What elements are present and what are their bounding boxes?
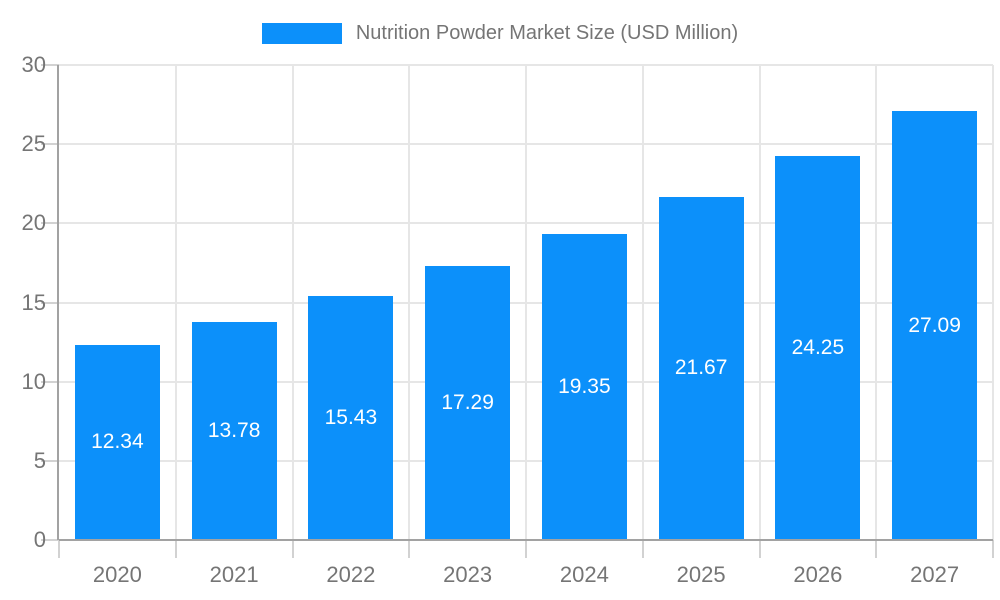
x-gridline <box>992 65 994 540</box>
bar-value-label: 15.43 <box>324 405 378 429</box>
bar-value-label: 24.25 <box>791 336 845 360</box>
x-gridline <box>408 65 410 540</box>
y-axis-label: 15 <box>21 289 46 315</box>
y-axis-label: 10 <box>21 368 46 394</box>
y-axis-line <box>57 65 59 540</box>
y-axis-label: 5 <box>33 447 46 473</box>
x-axis-line <box>59 539 993 541</box>
y-tick-mark <box>41 539 59 541</box>
x-gridline <box>525 65 527 540</box>
x-axis-label: 2027 <box>910 562 960 587</box>
x-gridline <box>642 65 644 540</box>
bar-value-label: 21.67 <box>674 356 728 380</box>
x-axis-label: 2025 <box>676 562 726 587</box>
x-gridline <box>175 65 177 540</box>
x-axis-label: 2020 <box>92 562 142 587</box>
x-tick-mark <box>525 540 527 558</box>
bar-value-label: 17.29 <box>441 391 494 415</box>
x-gridline <box>875 65 877 540</box>
y-axis-label: 20 <box>21 210 46 236</box>
y-tick-mark <box>41 222 59 225</box>
x-axis-label: 2026 <box>793 562 843 587</box>
x-axis-label: 2022 <box>326 562 376 587</box>
y-tick-mark <box>41 459 59 462</box>
x-tick-mark <box>408 540 410 558</box>
bar-2021 <box>192 321 277 540</box>
x-tick-mark <box>58 540 60 558</box>
x-axis-label: 2023 <box>443 562 493 587</box>
x-axis-label: 2024 <box>559 562 609 587</box>
y-tick-mark <box>41 64 59 66</box>
y-tick-mark <box>41 301 59 304</box>
y-axis-label: 30 <box>21 52 46 77</box>
x-tick-mark <box>875 540 877 558</box>
legend-label: Nutrition Powder Market Size (USD Millio… <box>355 22 739 44</box>
bar-2023 <box>425 266 510 540</box>
x-tick-mark <box>642 540 644 558</box>
y-axis-label: 0 <box>33 527 46 552</box>
chart-legend[interactable]: Nutrition Powder Market Size (USD Millio… <box>0 22 1000 44</box>
y-tick-mark <box>41 380 59 383</box>
bar-2020 <box>75 344 160 540</box>
bar-value-label: 13.78 <box>207 418 261 442</box>
x-tick-mark <box>992 540 994 558</box>
x-tick-mark <box>292 540 294 558</box>
bar-value-label: 19.35 <box>558 374 611 398</box>
bar-2022 <box>308 295 393 540</box>
bar-2024 <box>542 233 627 540</box>
x-axis-label: 2021 <box>209 562 259 587</box>
y-tick-mark <box>41 143 59 146</box>
bar-value-label: 27.09 <box>908 313 961 337</box>
y-axis-label: 25 <box>21 131 46 157</box>
bar-2027 <box>892 111 977 540</box>
legend-swatch <box>261 22 342 44</box>
x-gridline <box>292 65 294 540</box>
x-tick-mark <box>759 540 761 558</box>
bar-value-label: 12.34 <box>91 430 144 454</box>
plot-area: 12.34 13.78 15.43 17.29 19.35 21.67 24.25 27.09 <box>41 64 994 558</box>
x-gridline <box>759 65 761 540</box>
x-tick-mark <box>175 540 177 558</box>
bar-2025 <box>659 196 744 540</box>
bar-2026 <box>775 156 860 540</box>
